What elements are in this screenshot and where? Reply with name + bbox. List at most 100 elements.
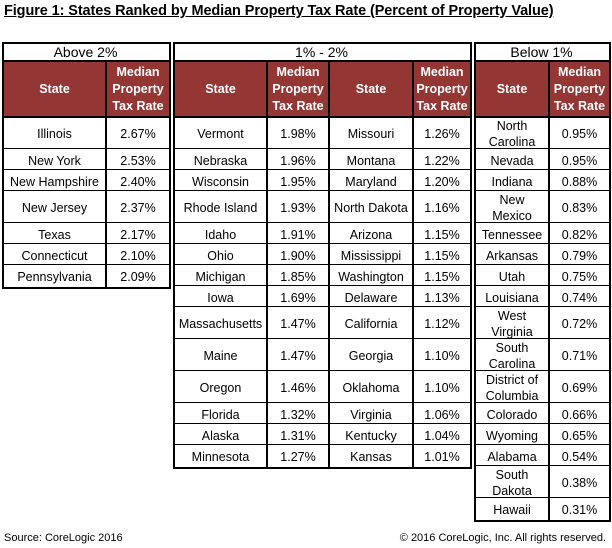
tax-rate: 2.37% xyxy=(120,201,156,215)
state-name: New Jersey xyxy=(21,201,88,215)
row-divider xyxy=(173,243,470,244)
state-name: Minnesota xyxy=(191,449,250,464)
tax-rate: 1.98% xyxy=(280,127,316,141)
row-divider xyxy=(2,243,169,244)
row-divider xyxy=(2,148,169,149)
row-divider xyxy=(173,116,470,118)
state-name: Idaho xyxy=(204,227,237,242)
tax-rate: 0.75% xyxy=(561,269,598,284)
tax-rate: 2.40% xyxy=(120,174,156,189)
tax-rate: 1.22% xyxy=(424,153,460,168)
column-header-state: State xyxy=(175,62,266,116)
tax-rate: 1.10% xyxy=(424,381,460,395)
row-divider xyxy=(173,264,470,265)
row-divider xyxy=(173,423,470,424)
tax-rate: 0.72% xyxy=(561,317,598,331)
row-divider xyxy=(474,306,609,307)
state-name: Oklahoma xyxy=(342,381,400,395)
state-name: Iowa xyxy=(207,290,234,305)
row-divider xyxy=(474,148,609,149)
tax-rate: 1.01% xyxy=(424,449,460,464)
row-divider xyxy=(2,264,169,265)
state-name: Delaware xyxy=(344,290,398,305)
state-name: Alabama xyxy=(487,449,537,464)
tax-rate: 0.79% xyxy=(561,248,598,263)
column-header-state: State xyxy=(476,62,548,116)
figure-title: Figure 1: States Ranked by Median Proper… xyxy=(4,3,554,19)
tax-rate: 1.10% xyxy=(424,349,460,363)
state-name: Arkansas xyxy=(485,248,539,263)
state-name: Vermont xyxy=(197,127,244,141)
state-name: West Virginia xyxy=(491,309,533,339)
state-name: Montana xyxy=(346,153,396,168)
divider xyxy=(2,60,169,62)
source-note: Source: CoreLogic 2016 xyxy=(4,532,123,544)
row-divider xyxy=(2,190,169,191)
state-name: Oregon xyxy=(199,381,242,395)
tax-rate: 0.31% xyxy=(561,502,598,517)
tax-rate: 1.13% xyxy=(424,290,460,305)
row-divider xyxy=(173,370,470,371)
state-name: Florida xyxy=(201,407,240,422)
state-name: South Dakota xyxy=(492,468,532,498)
tax-rate: 1.31% xyxy=(280,428,316,443)
state-name: Wyoming xyxy=(486,428,538,443)
state-name: California xyxy=(344,317,398,331)
state-name: Wisconsin xyxy=(192,174,249,189)
row-divider xyxy=(2,222,169,223)
row-divider xyxy=(173,190,470,191)
tax-rate: 2.10% xyxy=(120,248,156,263)
group-heading: Below 1% xyxy=(510,44,573,60)
row-divider xyxy=(173,169,470,170)
divider xyxy=(548,62,550,520)
tax-rate: 1.12% xyxy=(424,317,460,331)
tax-rate: 0.38% xyxy=(561,476,598,490)
tax-rate: 0.82% xyxy=(561,227,598,242)
state-name: Colorado xyxy=(486,407,538,422)
state-name: North Dakota xyxy=(334,201,408,215)
row-divider xyxy=(474,264,609,265)
tax-rate: 1.32% xyxy=(280,407,316,422)
group-heading: 1% - 2% xyxy=(295,44,348,60)
tax-rate: 0.83% xyxy=(561,201,598,215)
tax-rate: 0.54% xyxy=(561,449,598,464)
tax-rate: 1.46% xyxy=(280,381,316,395)
tax-rate: 1.93% xyxy=(280,201,316,215)
tax-rate: 0.69% xyxy=(561,381,598,395)
state-name: South Carolina xyxy=(488,341,536,371)
row-divider xyxy=(173,148,470,149)
tax-rate: 2.09% xyxy=(120,269,156,284)
row-divider xyxy=(474,222,609,223)
tax-rate: 1.16% xyxy=(424,201,460,215)
state-name: Washington xyxy=(338,269,404,284)
tax-rate: 1.15% xyxy=(424,269,460,284)
state-name: Texas xyxy=(38,227,71,242)
state-name: Indiana xyxy=(491,174,533,189)
copyright-note: © 2016 CoreLogic, Inc. All rights reserv… xyxy=(399,532,606,544)
row-divider xyxy=(474,423,609,424)
row-divider xyxy=(474,465,609,466)
state-name: Virginia xyxy=(350,407,392,422)
tax-rate: 1.95% xyxy=(280,174,316,189)
row-divider xyxy=(173,444,470,445)
group-heading: Above 2% xyxy=(53,44,118,60)
tax-rate: 1.20% xyxy=(424,174,460,189)
tax-rate: 1.15% xyxy=(424,227,460,242)
tax-rate: 1.96% xyxy=(280,153,316,168)
state-name: Ohio xyxy=(207,248,234,263)
tax-rate: 1.69% xyxy=(280,290,316,305)
row-divider xyxy=(173,306,470,307)
state-name: Maryland xyxy=(345,174,397,189)
row-divider xyxy=(173,285,470,286)
state-name: Nevada xyxy=(490,153,534,168)
state-name: Louisiana xyxy=(485,290,539,305)
state-name: Rhode Island xyxy=(183,201,258,215)
tax-rate: 0.66% xyxy=(561,407,598,422)
state-name: Illinois xyxy=(37,127,72,141)
state-name: New York xyxy=(28,153,81,168)
tax-rate: 1.15% xyxy=(424,248,460,263)
state-name: Pennsylvania xyxy=(17,269,92,284)
tax-rate: 1.26% xyxy=(424,127,460,141)
state-name: Kentucky xyxy=(345,428,397,443)
tax-rate: 1.06% xyxy=(424,407,460,422)
